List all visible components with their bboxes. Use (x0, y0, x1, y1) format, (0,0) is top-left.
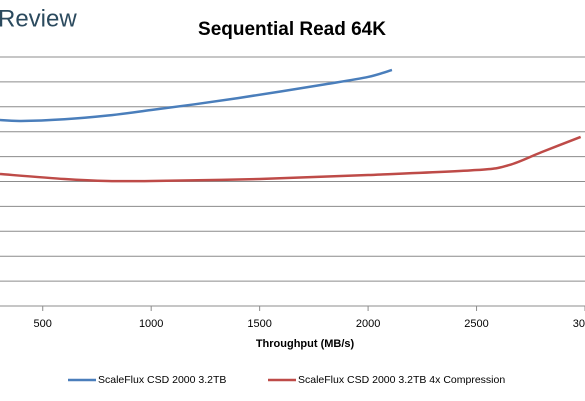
series-line (0, 68, 393, 123)
x-tick-label: 2500 (464, 318, 488, 330)
legend-label: ScaleFlux CSD 2000 3.2TB (98, 374, 226, 386)
x-tick-label: 500 (34, 318, 52, 330)
chart-title: Sequential Read 64K (198, 19, 386, 40)
x-tick-label: 1000 (139, 318, 163, 330)
x-axis-label: Throughput (MB/s) (256, 338, 355, 350)
x-tick-label: 3000 (573, 318, 585, 330)
x-tick-label: 1500 (247, 318, 271, 330)
series-line (0, 135, 582, 183)
watermark: Review (0, 5, 77, 32)
legend-label: ScaleFlux CSD 2000 3.2TB 4x Compression (298, 374, 505, 386)
x-tick-label: 2000 (356, 318, 380, 330)
